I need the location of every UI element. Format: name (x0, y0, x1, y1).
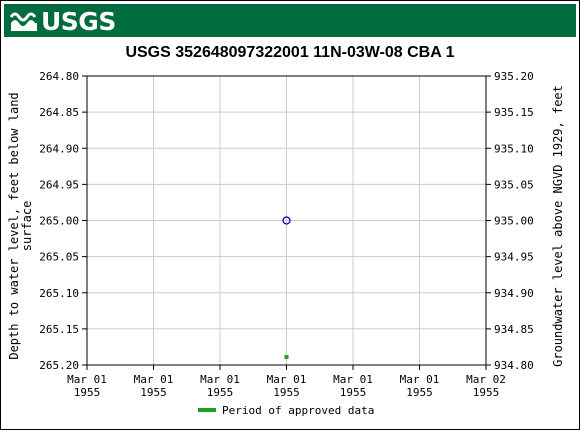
y-left-tick-label: 265.05 (39, 251, 79, 264)
y-left-axis-label-line2: surface (20, 201, 34, 252)
usgs-logo-text: USGS (41, 6, 116, 36)
approved-period-marker (284, 355, 289, 359)
y-left-tick-label: 264.90 (39, 142, 79, 155)
x-tick-label-line1: Mar 01 (200, 373, 240, 386)
y-right-tick-label: 935.20 (494, 70, 534, 83)
chart-title: USGS 352648097322001 11N-03W-08 CBA 1 (125, 44, 455, 61)
data-point (282, 216, 291, 225)
y-left-tick-label: 265.15 (39, 323, 79, 336)
y-right-tick-label: 935.15 (494, 106, 534, 119)
y-right-tick-label: 934.95 (494, 251, 534, 264)
x-tick-label-line1: Mar 01 (134, 373, 174, 386)
x-tick-label-line2: 1955 (340, 386, 367, 399)
y-left-axis-label-line1: Depth to water level, feet below land (7, 92, 21, 359)
data-marks (282, 216, 291, 359)
legend: Period of approved data (198, 402, 374, 418)
usgs-logo[interactable]: USGS (10, 6, 116, 36)
x-tick-label-line1: Mar 02 (466, 373, 506, 386)
x-tick-label-line1: Mar 01 (400, 373, 440, 386)
y-right-tick-label: 935.10 (494, 142, 534, 155)
y-right-tick-label: 935.05 (494, 178, 534, 191)
y-left-tick-label: 264.80 (39, 70, 79, 83)
x-tick-label-line1: Mar 01 (67, 373, 107, 386)
x-tick-label-line2: 1955 (74, 386, 101, 399)
y-right-tick-label: 934.90 (494, 287, 534, 300)
y-left-tick-label: 265.20 (39, 359, 79, 372)
x-tick-label-line2: 1955 (207, 386, 234, 399)
y-left-tick-labels: 264.80 264.85 264.90 264.95 265.00 265.05 265.… (39, 70, 87, 372)
usgs-banner: USGS (4, 4, 576, 37)
x-tick-label-line1: Mar 01 (267, 373, 307, 386)
x-tick-label-line2: 1955 (406, 386, 433, 399)
x-tick-label-line2: 1955 (273, 386, 300, 399)
x-tick-label-line2: 1955 (473, 386, 500, 399)
y-right-tick-label: 934.80 (494, 359, 534, 372)
y-left-tick-label: 265.10 (39, 287, 79, 300)
y-right-tick-labels: 935.20 935.15 935.10 935.05 935.00 934.95 934.… (486, 70, 534, 372)
y-left-tick-label: 264.85 (39, 106, 79, 119)
usgs-wave-icon (10, 12, 37, 31)
y-left-tick-label: 264.95 (39, 178, 79, 191)
legend-swatch-approved (198, 408, 216, 412)
x-tick-label-line2: 1955 (140, 386, 167, 399)
legend-label-approved: Period of approved data (222, 403, 375, 417)
y-right-tick-label: 935.00 (494, 215, 534, 228)
grid-lines (86, 75, 487, 366)
y-left-tick-label: 265.00 (39, 215, 79, 228)
y-right-axis-label: Groundwater level above NGVD 1929, feet (551, 85, 565, 367)
y-right-tick-label: 934.85 (494, 323, 534, 336)
x-tick-label-line1: Mar 01 (333, 373, 373, 386)
